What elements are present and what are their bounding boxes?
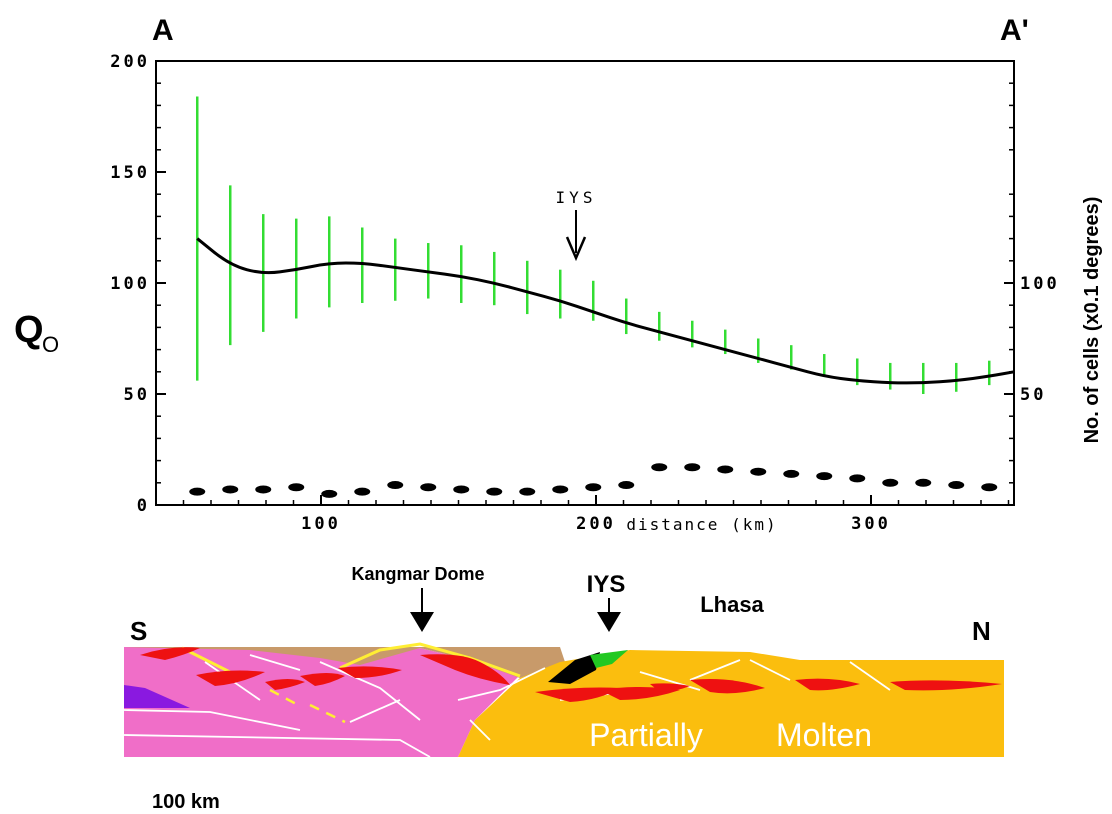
dome-arrow	[410, 588, 434, 632]
cell-count-marker	[816, 472, 833, 481]
error-bars	[196, 96, 991, 394]
cell-count-marker	[288, 483, 305, 492]
y-axis-title-subscript: O	[42, 332, 59, 357]
x-axis: 100 200 300	[182, 495, 1010, 534]
cell-count-marker	[585, 483, 602, 492]
cell-count-marker	[222, 485, 239, 494]
y-axis-right-title: No. of cells (x0.1 degrees)	[1081, 197, 1103, 444]
cell-count-marker	[552, 485, 569, 494]
melt-lens	[890, 680, 1002, 691]
cell-count-marker	[255, 485, 272, 494]
cell-count-marker	[354, 487, 371, 496]
yellow-dashes	[269, 688, 346, 724]
iys-section-arrow-head	[597, 612, 621, 632]
melt-lenses	[140, 647, 1002, 702]
cell-count-marker	[981, 483, 998, 492]
melt-lens	[690, 679, 765, 694]
black-wedge	[548, 652, 600, 684]
cell-count-marker	[783, 469, 800, 478]
cell-count-markers	[189, 463, 998, 498]
cell-count-marker	[420, 483, 437, 492]
x-axis-title: distance (km)	[626, 515, 777, 534]
y-right-tick-label: 100	[1020, 274, 1060, 294]
cell-count-marker	[750, 467, 767, 476]
y-right-tick-label: 50	[1020, 385, 1046, 405]
cell-count-marker	[882, 478, 899, 487]
cell-count-marker	[849, 474, 866, 483]
y-axis-title: Q O	[14, 309, 59, 357]
cell-count-marker	[387, 481, 404, 490]
cell-count-marker	[915, 478, 932, 487]
dome-arrow-head	[410, 612, 434, 632]
label-molten: Molten	[776, 717, 872, 753]
green-wedge	[590, 650, 628, 668]
cell-count-marker	[948, 481, 965, 490]
melt-lens	[795, 678, 860, 691]
y-tick-label: 200	[110, 52, 150, 72]
y-tick-label: 0	[137, 496, 150, 516]
cell-count-marker	[486, 487, 503, 496]
cell-count-marker	[651, 463, 668, 472]
melt-lens	[265, 679, 305, 690]
cell-count-marker	[321, 489, 338, 498]
label-iys: IYS	[587, 571, 626, 598]
orange-terrane	[458, 650, 1004, 757]
cell-count-marker	[453, 485, 470, 494]
cell-count-marker	[519, 487, 536, 496]
melt-lens	[650, 683, 690, 692]
cell-count-marker	[717, 465, 734, 474]
label-south: S	[130, 616, 147, 646]
iys-arrow-head	[565, 236, 587, 262]
label-scale: 100 km	[152, 791, 220, 813]
iys-section-arrow	[597, 598, 621, 632]
x-tick-label: 300	[851, 514, 891, 534]
melt-lens	[535, 687, 620, 702]
iys-annotation-label: IYS	[556, 188, 597, 207]
qo-curve-line	[196, 237, 1016, 385]
y-tick-label: 100	[110, 274, 150, 294]
purple-lens	[124, 685, 190, 708]
melt-lens	[338, 666, 402, 678]
melt-lens	[300, 673, 345, 686]
y-axis-left: 0 50 100 150 200	[110, 52, 166, 516]
y-axis-right: 50 100	[1004, 82, 1060, 484]
y-axis-title-main: Q	[14, 309, 44, 351]
melt-lens	[140, 647, 200, 660]
x-tick-label: 200	[576, 514, 616, 534]
iys-annotation: IYS	[556, 188, 597, 262]
corner-label-a: A	[152, 14, 174, 47]
melt-lens	[196, 670, 265, 686]
cross-section: S N Kangmar Dome IYS Lhasa Partially Mol…	[123, 564, 1004, 813]
y-tick-label: 50	[124, 385, 150, 405]
y-tick-label: 150	[110, 163, 150, 183]
melt-lens	[420, 654, 510, 685]
label-lhasa: Lhasa	[700, 592, 764, 617]
cell-count-marker	[684, 463, 701, 472]
x-tick-label: 100	[301, 514, 341, 534]
plot-frame	[155, 60, 1015, 506]
cell-count-marker	[618, 481, 635, 490]
label-partially: Partially	[589, 717, 703, 753]
corner-label-a-prime: A'	[1000, 14, 1029, 47]
cell-count-marker	[189, 487, 206, 496]
label-north: N	[972, 616, 991, 646]
label-kangmar-dome: Kangmar Dome	[351, 564, 484, 584]
